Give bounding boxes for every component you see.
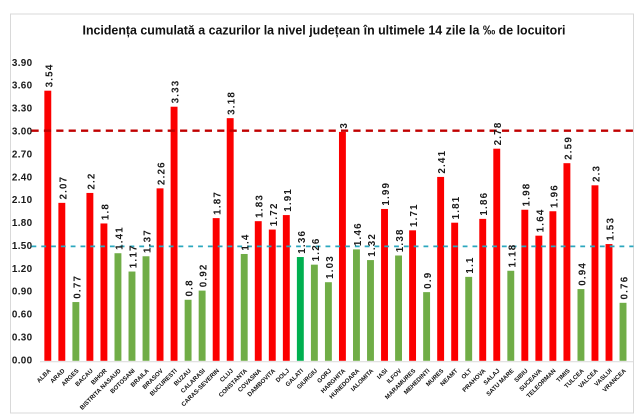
svg-text:1.37: 1.37	[143, 229, 154, 253]
svg-text:2.70: 2.70	[12, 149, 33, 160]
svg-text:1.41: 1.41	[114, 226, 125, 250]
svg-text:2.07: 2.07	[58, 176, 69, 200]
svg-text:2.40: 2.40	[12, 172, 33, 183]
svg-text:2.59: 2.59	[563, 136, 574, 160]
svg-text:0.94: 0.94	[577, 262, 588, 286]
svg-text:0.9: 0.9	[423, 272, 434, 289]
svg-text:1.46: 1.46	[353, 222, 364, 246]
svg-text:1.98: 1.98	[521, 183, 532, 207]
svg-text:1.80: 1.80	[12, 218, 33, 229]
svg-text:1.86: 1.86	[479, 192, 490, 216]
svg-text:0.8: 0.8	[185, 279, 196, 296]
svg-text:3.00: 3.00	[12, 127, 33, 138]
svg-text:1.96: 1.96	[549, 184, 560, 208]
svg-text:2.26: 2.26	[157, 161, 168, 185]
svg-text:3.90: 3.90	[12, 58, 33, 69]
svg-text:2.41: 2.41	[437, 150, 448, 174]
svg-text:0.76: 0.76	[620, 276, 631, 300]
svg-text:1.99: 1.99	[381, 182, 392, 206]
svg-text:1.87: 1.87	[213, 191, 224, 215]
svg-text:1.8: 1.8	[100, 203, 111, 220]
svg-text:0.60: 0.60	[12, 310, 33, 321]
svg-text:1.71: 1.71	[409, 203, 420, 227]
svg-text:1.53: 1.53	[606, 217, 617, 241]
svg-text:1.91: 1.91	[283, 188, 294, 212]
svg-text:1.38: 1.38	[395, 228, 406, 252]
svg-text:1.36: 1.36	[297, 230, 308, 254]
svg-text:0.92: 0.92	[199, 263, 210, 287]
svg-text:3: 3	[339, 122, 350, 129]
svg-text:1.4: 1.4	[241, 233, 252, 250]
svg-text:Incidența cumulată a cazurilor: Incidența cumulată a cazurilor la nivel …	[83, 23, 566, 38]
svg-text:2.10: 2.10	[12, 195, 33, 206]
svg-text:2.78: 2.78	[493, 122, 504, 146]
svg-text:1.81: 1.81	[451, 196, 462, 220]
svg-text:1.03: 1.03	[325, 255, 336, 279]
svg-text:3.30: 3.30	[12, 104, 33, 115]
svg-text:1.26: 1.26	[311, 237, 322, 261]
svg-text:3.33: 3.33	[171, 80, 182, 104]
svg-text:1.18: 1.18	[507, 244, 518, 268]
svg-text:1.17: 1.17	[128, 244, 139, 268]
svg-text:1.50: 1.50	[12, 241, 33, 252]
svg-text:1.83: 1.83	[255, 194, 266, 218]
svg-text:1.20: 1.20	[12, 264, 33, 275]
svg-text:0.90: 0.90	[12, 287, 33, 298]
svg-text:3.54: 3.54	[44, 64, 55, 88]
svg-text:1.32: 1.32	[367, 233, 378, 257]
svg-text:3.60: 3.60	[12, 81, 33, 92]
svg-text:2.3: 2.3	[591, 165, 602, 182]
svg-text:1.1: 1.1	[465, 256, 476, 273]
svg-text:1.64: 1.64	[535, 208, 546, 232]
svg-text:2.2: 2.2	[86, 172, 97, 189]
svg-text:0.77: 0.77	[72, 275, 83, 299]
svg-text:0.00: 0.00	[12, 355, 33, 366]
svg-text:3.18: 3.18	[227, 91, 238, 115]
svg-text:0.30: 0.30	[12, 333, 33, 344]
svg-text:1.72: 1.72	[269, 202, 280, 226]
